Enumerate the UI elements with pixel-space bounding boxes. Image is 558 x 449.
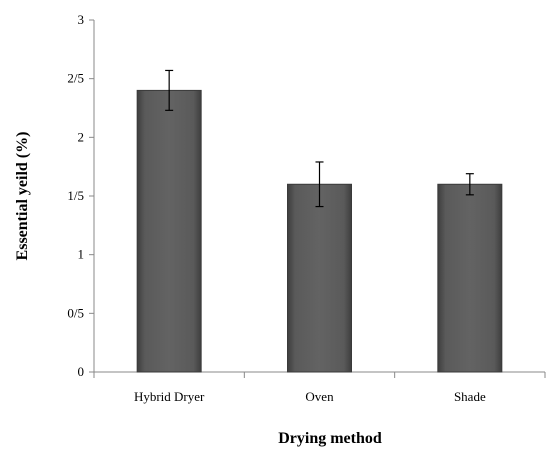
y-tick-label: 3	[78, 12, 85, 27]
y-axis-title: Essential yeild (%)	[14, 132, 31, 261]
y-tick-label: 1/5	[67, 188, 84, 203]
bar-oven	[287, 183, 352, 373]
x-axis-title: Drying method	[278, 430, 382, 447]
y-tick-label: 0/5	[67, 305, 84, 320]
bar-hybrid-dryer	[136, 89, 202, 373]
y-tick-label: 0	[78, 364, 85, 379]
bar-shade	[437, 183, 503, 373]
x-tick-label: Hybrid Dryer	[134, 389, 205, 404]
y-tick-label: 2/5	[67, 71, 84, 86]
x-tick-label: Shade	[454, 389, 486, 404]
y-tick-label: 1	[78, 247, 85, 262]
x-tick-label: Oven	[305, 389, 334, 404]
y-tick-label: 2	[78, 129, 85, 144]
plot-area: 0 0/5 1 1/5 2 2/5 3 Hybrid Dryer Oven Shade	[67, 12, 546, 404]
